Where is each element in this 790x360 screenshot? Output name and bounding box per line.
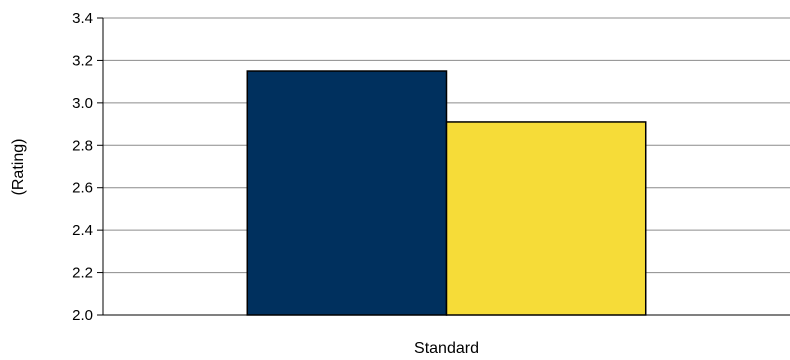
x-categories: Standard [414,340,479,357]
y-ticks: 2.0 2.2 2.4 2.6 2.8 3.0 3.2 3.4 [72,10,103,324]
y-tick-label: 2.6 [72,180,93,197]
bars [246,70,647,316]
axes [102,18,790,316]
y-tick-label: 2.8 [72,137,93,154]
y-tick-label: 3.2 [72,52,93,69]
y-tick-label: 2.0 [72,307,93,324]
y-axis-title: (Rating) [10,139,27,196]
x-category-label: Standard [414,340,479,357]
bar [246,70,448,316]
y-tick-label: 2.2 [72,265,93,282]
y-tick-label: 3.4 [72,10,93,27]
y-tick-label: 2.4 [72,222,93,239]
y-tick-label: 3.0 [72,95,93,112]
bar [445,121,647,316]
